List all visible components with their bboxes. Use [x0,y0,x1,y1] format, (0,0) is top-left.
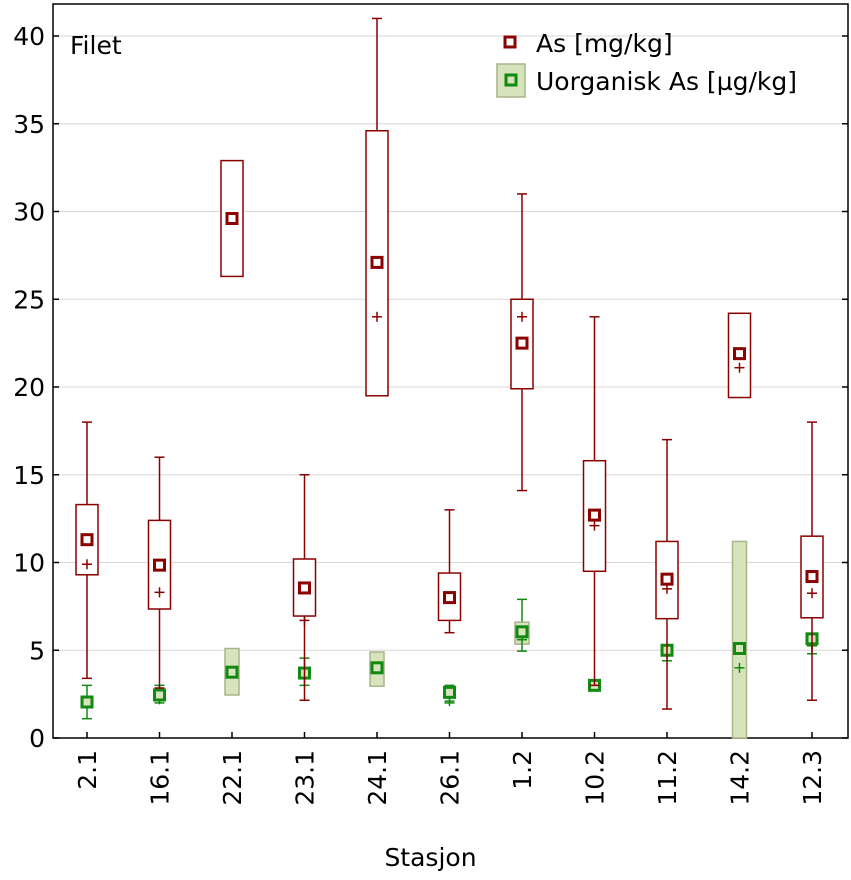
y-tick-label: 10 [13,549,45,578]
mean-marker [733,347,746,361]
legend-swatch-inorganic [504,73,518,87]
mean-marker [370,661,384,675]
y-tick-label: 20 [13,373,45,402]
mean-marker [80,533,94,547]
x-tick-label: 14.2 [726,750,755,806]
x-tick-label: 12.3 [798,750,827,806]
x-tick-label: 1.2 [508,750,537,790]
mean-marker [515,336,529,350]
mean-marker [588,508,601,522]
mean-marker [370,255,384,269]
mean-marker [80,695,94,709]
y-tick-label: 30 [13,198,45,227]
x-tick-label: 10.2 [581,750,610,806]
x-tick-label: 22.1 [218,750,247,806]
mean-marker [660,572,674,586]
legend-swatch-as [503,35,517,49]
x-tick-label: 2.1 [73,750,102,790]
mean-marker [443,685,456,699]
y-tick-label: 5 [29,636,45,665]
mean-marker [153,558,166,572]
mean-marker [515,625,529,639]
x-axis-label: Stasjon [384,843,476,872]
x-tick-label: 11.2 [653,750,682,806]
plot-frame [52,3,849,739]
mean-marker [733,641,746,655]
x-tick-label: 23.1 [291,750,320,806]
y-tick-label: 40 [13,22,45,51]
x-tick-label: 26.1 [436,750,465,806]
legend-label-inorganic: Uorganisk As [µg/kg] [536,67,797,96]
panel-label: Filet [70,31,122,60]
y-tick-label: 25 [13,285,45,314]
mean-marker [225,212,239,226]
legend-label-as: As [mg/kg] [536,29,673,58]
x-tick-label: 16.1 [146,750,175,806]
mean-marker [153,688,166,702]
y-tick-label: 35 [13,110,45,139]
mean-marker [225,665,239,679]
y-tick-label: 15 [13,461,45,490]
x-tick-label: 24.1 [363,750,392,806]
mean-marker [298,581,311,595]
y-tick-label: 0 [29,724,45,753]
mean-marker [805,570,819,584]
box [731,540,748,739]
mean-marker [443,591,456,605]
